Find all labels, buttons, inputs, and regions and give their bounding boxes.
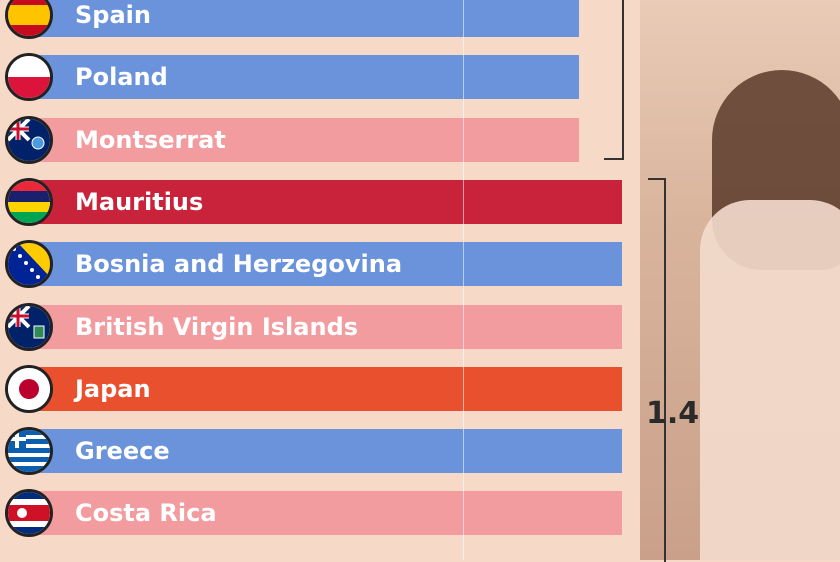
bar-label: British Virgin Islands: [75, 312, 359, 341]
bar-label: Costa Rica: [75, 499, 217, 528]
bvi-flag-icon: [5, 302, 53, 351]
bar-mauritius: [20, 179, 622, 224]
bar-label: Japan: [75, 374, 151, 403]
mauritius-flag-icon: [5, 177, 53, 226]
bar-poland: [20, 55, 579, 100]
bar-british-virgin-islands: [20, 304, 622, 349]
bar-label: Greece: [75, 437, 170, 466]
bar-label: Poland: [75, 63, 168, 92]
bar-bosnia-and-herzegovina: [20, 242, 622, 287]
japan-flag-icon: [5, 364, 53, 413]
bar-label: Bosnia and Herzegovina: [75, 250, 403, 279]
photo-shirt: [700, 200, 840, 560]
greece-flag-icon: [5, 427, 53, 476]
spain-flag-icon: [5, 0, 53, 39]
bar-label: Spain: [75, 1, 151, 29]
costa-rica-flag-icon: [5, 489, 53, 538]
bosnia-flag-icon: [5, 240, 53, 289]
bar-japan: [20, 366, 622, 411]
bar-spain: [20, 0, 579, 37]
group-value-label: 1.4: [646, 396, 700, 431]
bar-label: Montserrat: [75, 125, 226, 154]
montserrat-flag-icon: [5, 115, 53, 164]
bar-label: Mauritius: [75, 187, 204, 216]
group-bracket-upper: [604, 0, 624, 160]
group-bracket-lower: [648, 178, 666, 562]
gridline: [463, 0, 464, 560]
bar-greece: [20, 429, 622, 474]
poland-flag-icon: [5, 53, 53, 102]
bar-costa-rica: [20, 491, 622, 536]
bar-montserrat: [20, 117, 579, 162]
